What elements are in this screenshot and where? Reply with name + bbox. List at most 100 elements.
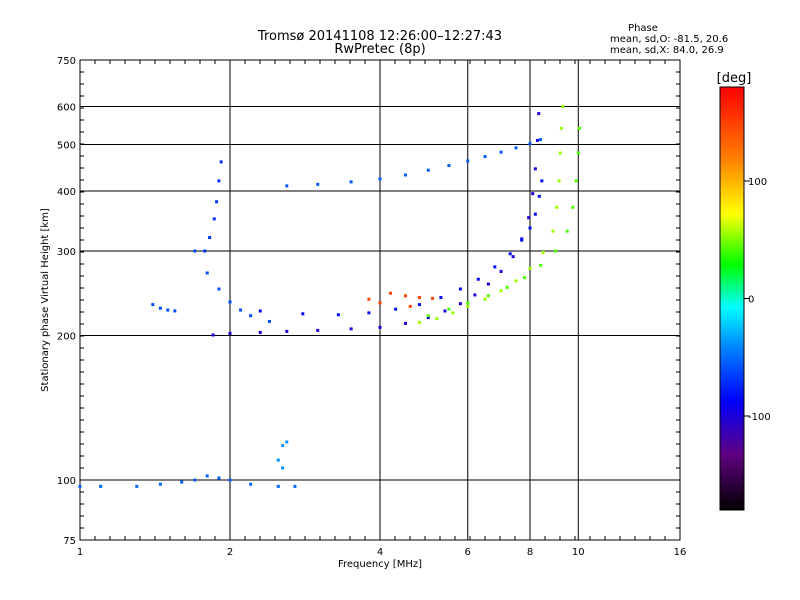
data-point xyxy=(193,478,197,482)
data-point xyxy=(378,325,382,329)
series-3 xyxy=(417,105,565,324)
data-point xyxy=(285,329,289,333)
data-point xyxy=(285,184,289,188)
data-point xyxy=(486,294,490,298)
data-point xyxy=(535,138,539,142)
data-point xyxy=(205,474,209,478)
colorbar-tick-label: 100 xyxy=(748,177,767,188)
series-7 xyxy=(193,249,271,323)
data-point xyxy=(267,319,271,323)
data-point xyxy=(285,440,289,444)
data-point xyxy=(574,179,578,183)
data-point xyxy=(426,316,430,320)
colorbar-tick-label: 0 xyxy=(748,295,754,306)
y-tick-label: 500 xyxy=(57,141,76,152)
data-point xyxy=(99,484,103,488)
data-point xyxy=(316,182,320,186)
data-point xyxy=(466,159,470,163)
data-point xyxy=(403,294,407,298)
data-point xyxy=(493,265,497,269)
colorbar-ticks: 100 0 -100 xyxy=(744,177,771,423)
data-point xyxy=(561,105,565,109)
data-point xyxy=(180,480,184,484)
data-point xyxy=(505,285,509,289)
data-point xyxy=(316,328,320,332)
data-point xyxy=(212,217,216,221)
data-point xyxy=(499,150,503,154)
data-point xyxy=(499,289,503,293)
data-point xyxy=(408,304,412,308)
series-9 xyxy=(78,474,297,488)
stats-line-o: mean, sd,O: -81.5, 20.6 xyxy=(610,34,728,45)
data-point xyxy=(228,331,232,335)
x-tick-label: 8 xyxy=(527,547,533,558)
data-point xyxy=(228,478,232,482)
data-point xyxy=(276,484,280,488)
x-tick-label: 4 xyxy=(377,547,383,558)
data-point xyxy=(426,314,430,318)
data-point xyxy=(577,126,581,130)
data-point xyxy=(217,179,221,183)
data-point xyxy=(486,282,490,286)
data-point xyxy=(539,138,543,142)
data-point xyxy=(458,302,462,306)
data-point xyxy=(403,173,407,177)
data-point xyxy=(193,249,197,253)
stats-line-x: mean, sd,X: 84.0, 26.9 xyxy=(610,45,724,56)
y-tick-label: 100 xyxy=(57,476,76,487)
data-point xyxy=(439,296,443,300)
data-point xyxy=(378,177,382,181)
data-point xyxy=(239,308,243,312)
data-point xyxy=(520,238,524,242)
data-point xyxy=(553,249,557,253)
y-axis-ticks: 75 100 200 300 400 500 600 750 xyxy=(57,56,680,547)
x-tick-label: 1 xyxy=(77,547,83,558)
data-point xyxy=(533,167,537,171)
data-point xyxy=(447,307,451,311)
data-point xyxy=(367,311,371,315)
data-point xyxy=(499,269,503,273)
data-point xyxy=(249,314,253,318)
data-point xyxy=(417,296,421,300)
data-point xyxy=(258,330,262,334)
data-point xyxy=(205,271,209,275)
data-point xyxy=(394,307,398,311)
data-point xyxy=(508,252,512,256)
colorbar-tick-label: -100 xyxy=(748,412,771,423)
data-point xyxy=(483,297,487,301)
series-10 xyxy=(276,440,289,470)
colorbar xyxy=(719,86,745,511)
series-6 xyxy=(151,303,177,313)
data-point xyxy=(367,297,371,301)
data-point xyxy=(301,312,305,316)
data-point xyxy=(135,484,139,488)
series-2 xyxy=(285,138,543,188)
data-point xyxy=(555,205,559,209)
data-point xyxy=(557,179,561,183)
data-point xyxy=(403,321,407,325)
data-point xyxy=(426,168,430,172)
chart-title: Tromsø 20141108 12:26:00–12:27:43 xyxy=(257,29,502,44)
data-point xyxy=(533,212,537,216)
data-point xyxy=(208,236,212,240)
data-point xyxy=(417,320,421,324)
data-point xyxy=(523,276,527,280)
data-point xyxy=(528,226,532,230)
chart-subtitle: RwPretec (8p) xyxy=(334,42,425,57)
data-point xyxy=(151,303,155,307)
x-tick-label: 16 xyxy=(674,547,687,558)
data-point xyxy=(211,333,215,337)
x-axis-ticks: 1 2 4 6 8 10 16 xyxy=(77,60,687,558)
data-point xyxy=(539,263,543,267)
data-point xyxy=(389,291,393,295)
data-point xyxy=(466,304,470,308)
data-point xyxy=(281,466,285,470)
data-point xyxy=(249,482,253,486)
data-point xyxy=(276,458,280,462)
data-point xyxy=(281,444,285,448)
stats-heading: Phase xyxy=(628,23,658,34)
data-point xyxy=(158,306,162,310)
data-point xyxy=(203,249,207,253)
data-point xyxy=(537,112,541,116)
data-point xyxy=(443,309,447,313)
